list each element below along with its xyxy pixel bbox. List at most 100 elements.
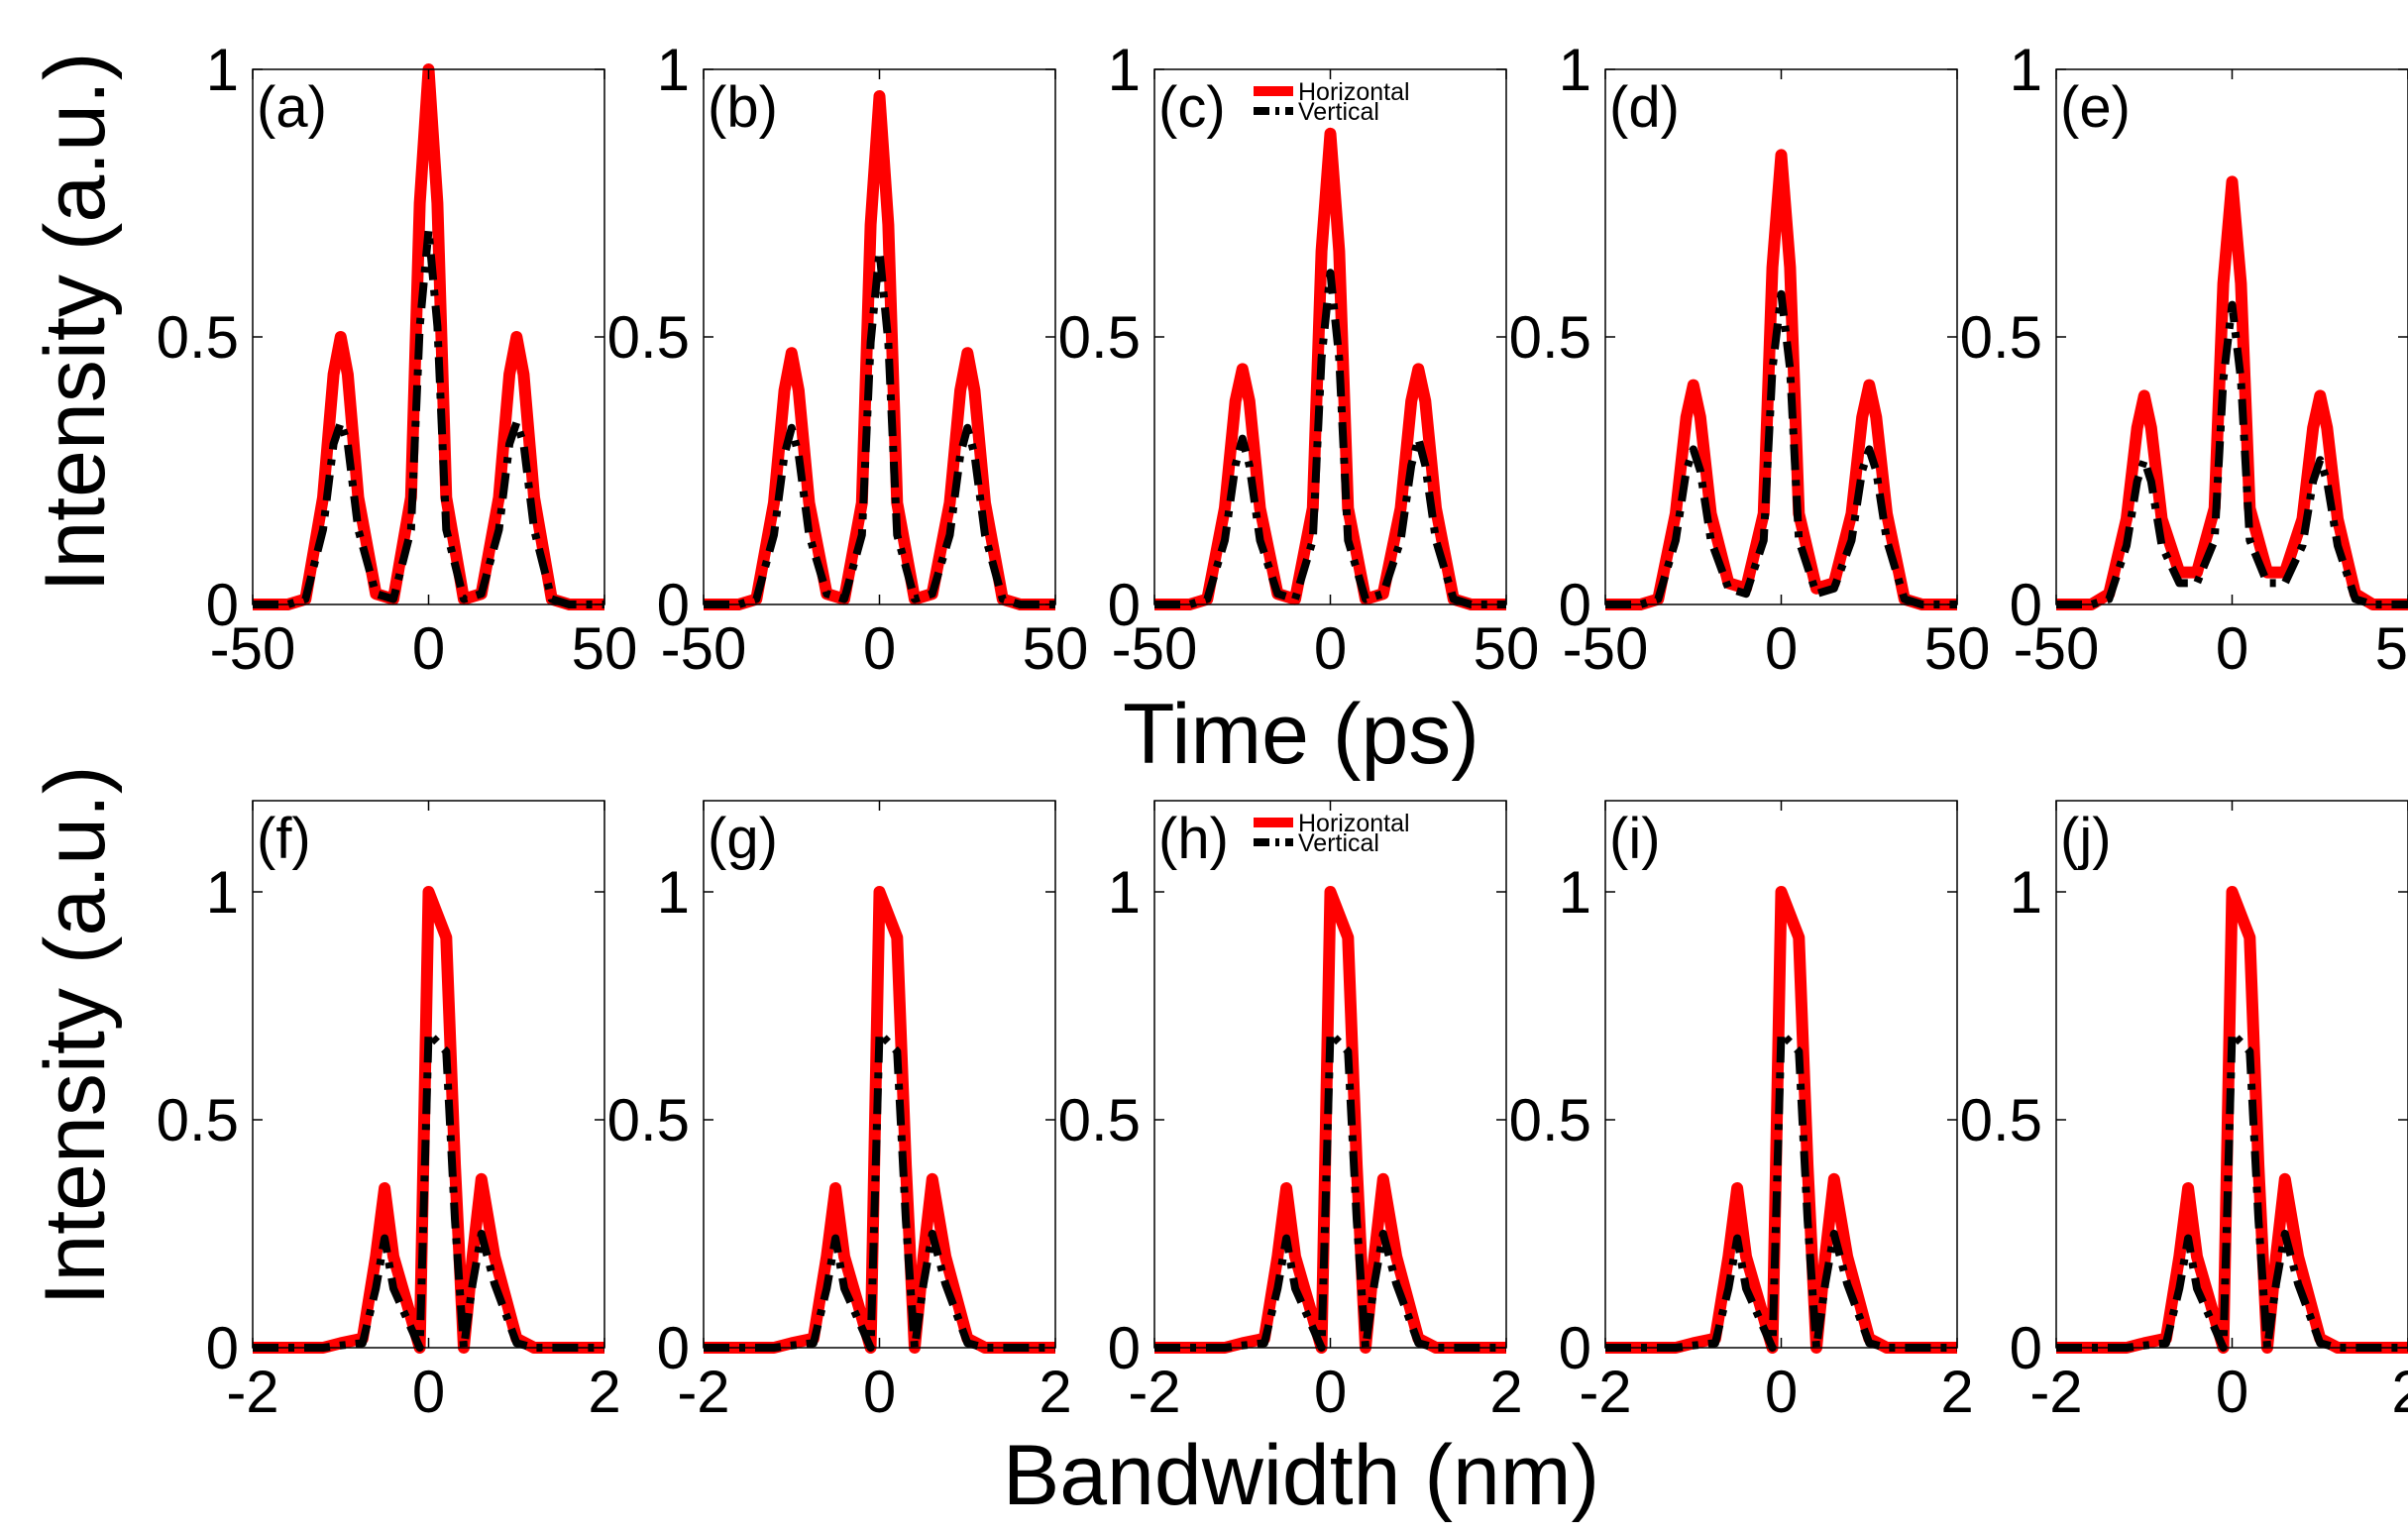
x-tick-label: -50: [1563, 615, 1649, 682]
x-tick-label: -2: [2029, 1359, 2082, 1425]
x-tick-label: 50: [1474, 615, 1540, 682]
y-tick-label: 1: [1108, 37, 1141, 103]
x-tick-label: 2: [588, 1359, 620, 1425]
x-tick-label: 0: [1765, 615, 1798, 682]
x-tick-label: 0: [863, 615, 896, 682]
panel-label: (d): [1609, 75, 1680, 140]
series-line-horizontal: [704, 886, 1055, 1354]
x-tick-label: -2: [1579, 1359, 1631, 1425]
panel-label: (f): [257, 807, 311, 871]
x-tick-label: -50: [1112, 615, 1198, 682]
y-tick-label: 1: [1108, 859, 1141, 926]
y-tick-label: 0: [657, 572, 690, 638]
y-tick-label: 1: [2010, 37, 2042, 103]
y-tick-label: 0: [657, 1315, 690, 1381]
y-tick-label: 0.5: [1058, 304, 1141, 371]
x-tick-label: -50: [2014, 615, 2100, 682]
x-tick-label: 2: [1940, 1359, 1973, 1425]
legend-label-vertical: Vertical: [1298, 98, 1379, 126]
panel-f: -2 0 200.51(f): [157, 800, 621, 1425]
panel-label: (j): [2060, 807, 2112, 871]
top-row-y-axis-title: Intensity (a.u.): [28, 53, 123, 593]
y-tick-label: 0.5: [607, 1087, 690, 1153]
series-line-vertical: [704, 247, 1055, 608]
y-tick-label: 0.5: [1960, 304, 2042, 371]
legend-label-horizontal: Horizontal: [1298, 810, 1410, 837]
series-line-vertical: [1154, 1029, 1506, 1352]
x-tick-label: 2: [1039, 1359, 1071, 1425]
x-tick-label: -2: [226, 1359, 278, 1425]
series-line-horizontal: [2056, 175, 2408, 610]
y-tick-label: 0: [1108, 572, 1141, 638]
y-tick-label: 1: [1559, 37, 1591, 103]
y-tick-label: 0: [206, 1315, 239, 1381]
y-tick-label: 1: [206, 859, 239, 926]
x-tick-label: 0: [1314, 615, 1347, 682]
time-axis-title: Time (ps): [1123, 687, 1479, 782]
y-tick-label: 0.5: [1058, 1087, 1141, 1153]
y-tick-label: 0.5: [1509, 304, 1591, 371]
series-line-horizontal: [2056, 886, 2408, 1354]
x-tick-label: 50: [572, 615, 638, 682]
series-line-horizontal: [1154, 886, 1506, 1354]
x-tick-label: 0: [2216, 615, 2248, 682]
y-tick-label: 0: [206, 572, 239, 638]
y-tick-label: 0.5: [607, 304, 690, 371]
legend-label-horizontal: Horizontal: [1298, 78, 1410, 106]
series-line-vertical: [2056, 300, 2408, 608]
y-tick-label: 1: [657, 37, 690, 103]
y-tick-label: 0.5: [1509, 1087, 1591, 1153]
y-tick-label: 0: [1108, 1315, 1141, 1381]
series-line-vertical: [2056, 1029, 2408, 1352]
bandwidth-axis-title: Bandwidth (nm): [1003, 1428, 1599, 1523]
x-tick-label: 0: [1765, 1359, 1798, 1425]
series-line-vertical: [704, 1029, 1055, 1352]
panel-label: (a): [257, 75, 327, 140]
series-line-vertical: [1154, 269, 1506, 608]
series-line-horizontal: [253, 63, 604, 610]
y-tick-label: 0: [1559, 572, 1591, 638]
panel-g: -2 0 200.51(g): [607, 800, 1072, 1425]
panel-i: -2 0 200.51(i): [1509, 800, 1974, 1425]
y-tick-label: 0: [2010, 572, 2042, 638]
y-tick-label: 0.5: [157, 1087, 239, 1153]
panel-label: (i): [1609, 807, 1661, 871]
series-line-vertical: [253, 226, 604, 608]
x-tick-label: 0: [1314, 1359, 1347, 1425]
series-line-vertical: [1605, 289, 1957, 608]
x-tick-label: -50: [210, 615, 296, 682]
legend-label-vertical: Vertical: [1298, 829, 1379, 857]
panel-label: (h): [1158, 807, 1229, 871]
bottom-row-y-axis-title: Intensity (a.u.): [28, 766, 123, 1306]
panel-label: (e): [2060, 75, 2131, 140]
x-tick-label: 0: [412, 615, 445, 682]
x-tick-label: 0: [863, 1359, 896, 1425]
series-line-horizontal: [1605, 149, 1957, 610]
series-line-horizontal: [704, 90, 1055, 610]
x-tick-label: -2: [1128, 1359, 1180, 1425]
panel-label: (g): [708, 807, 778, 871]
y-tick-label: 1: [1559, 859, 1591, 926]
x-tick-label: 2: [1489, 1359, 1522, 1425]
y-tick-label: 1: [657, 859, 690, 926]
x-tick-label: -50: [661, 615, 747, 682]
y-tick-label: 1: [206, 37, 239, 103]
x-tick-label: 0: [412, 1359, 445, 1425]
x-tick-label: 50: [2375, 615, 2408, 682]
y-tick-label: 0.5: [157, 304, 239, 371]
x-tick-label: 0: [2216, 1359, 2248, 1425]
y-tick-label: 1: [2010, 859, 2042, 926]
series-line-horizontal: [1154, 127, 1506, 610]
panel-label: (c): [1158, 75, 1226, 140]
x-tick-label: 50: [1924, 615, 1991, 682]
panel-label: (b): [708, 75, 778, 140]
y-tick-label: 0: [2010, 1315, 2042, 1381]
